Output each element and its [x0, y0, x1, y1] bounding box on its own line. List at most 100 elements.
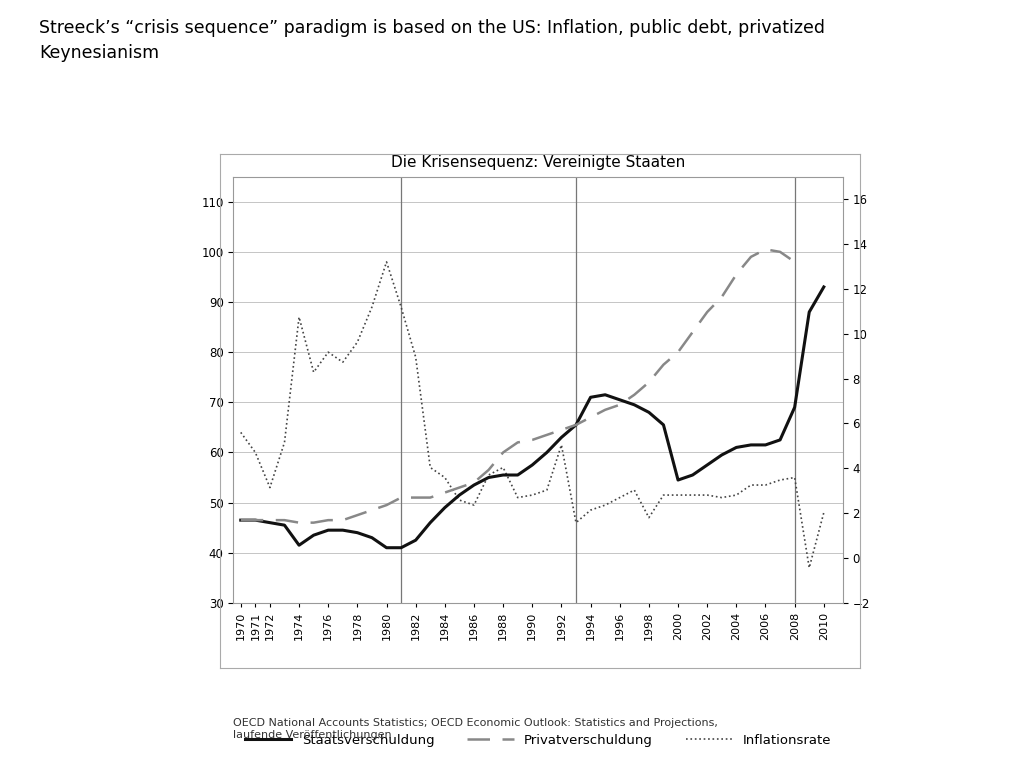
- Privatverschuldung: [307, 518, 319, 528]
- Inflationsrate: [817, 508, 829, 517]
- Privatverschuldung: [613, 400, 626, 409]
- Privatverschuldung: [526, 435, 539, 445]
- Staatsverschuldung: [351, 528, 364, 538]
- Inflationsrate: [234, 428, 247, 437]
- Inflationsrate: [293, 313, 305, 322]
- Staatsverschuldung: [628, 400, 640, 409]
- Inflationsrate: [643, 513, 655, 522]
- Inflationsrate: [613, 493, 626, 502]
- Title: Die Krisensequenz: Vereinigte Staaten: Die Krisensequenz: Vereinigte Staaten: [391, 155, 685, 170]
- Staatsverschuldung: [613, 396, 626, 405]
- Staatsverschuldung: [249, 515, 261, 525]
- Line: Inflationsrate: Inflationsrate: [241, 262, 823, 568]
- Staatsverschuldung: [643, 408, 655, 417]
- Staatsverschuldung: [585, 392, 597, 402]
- Inflationsrate: [264, 483, 276, 492]
- Inflationsrate: [323, 348, 335, 357]
- Inflationsrate: [380, 257, 392, 266]
- Privatverschuldung: [760, 245, 772, 254]
- Privatverschuldung: [541, 430, 553, 439]
- Privatverschuldung: [380, 501, 392, 510]
- Staatsverschuldung: [395, 543, 408, 552]
- Staatsverschuldung: [803, 307, 815, 316]
- Inflationsrate: [760, 481, 772, 490]
- Privatverschuldung: [264, 515, 276, 525]
- Privatverschuldung: [337, 515, 349, 525]
- Inflationsrate: [454, 495, 466, 505]
- Legend: Staatsverschuldung, Privatverschuldung, Inflationsrate: Staatsverschuldung, Privatverschuldung, …: [240, 729, 837, 753]
- Inflationsrate: [744, 481, 757, 490]
- Staatsverschuldung: [672, 475, 684, 485]
- Staatsverschuldung: [337, 525, 349, 535]
- Privatverschuldung: [716, 293, 728, 302]
- Staatsverschuldung: [497, 470, 509, 479]
- Privatverschuldung: [585, 412, 597, 422]
- Privatverschuldung: [438, 488, 451, 497]
- Inflationsrate: [482, 470, 495, 479]
- Inflationsrate: [337, 358, 349, 367]
- Privatverschuldung: [672, 348, 684, 357]
- Privatverschuldung: [686, 327, 698, 336]
- Inflationsrate: [249, 448, 261, 457]
- Inflationsrate: [774, 475, 786, 485]
- Privatverschuldung: [351, 511, 364, 520]
- Text: OECD National Accounts Statistics; OECD Economic Outlook: Statistics and Project: OECD National Accounts Statistics; OECD …: [233, 718, 719, 740]
- Inflationsrate: [555, 440, 567, 449]
- Inflationsrate: [366, 303, 378, 312]
- Staatsverschuldung: [701, 460, 714, 469]
- Privatverschuldung: [366, 505, 378, 515]
- Inflationsrate: [512, 493, 524, 502]
- Line: Staatsverschuldung: Staatsverschuldung: [241, 287, 823, 548]
- Privatverschuldung: [424, 493, 436, 502]
- Inflationsrate: [701, 491, 714, 500]
- Text: Streeck’s “crisis sequence” paradigm is based on the US: Inflation, public debt,: Streeck’s “crisis sequence” paradigm is …: [39, 19, 825, 62]
- Inflationsrate: [585, 505, 597, 515]
- Inflationsrate: [541, 485, 553, 495]
- Privatverschuldung: [628, 390, 640, 399]
- Staatsverschuldung: [716, 450, 728, 459]
- Staatsverschuldung: [279, 521, 291, 530]
- Inflationsrate: [468, 501, 480, 510]
- Staatsverschuldung: [366, 533, 378, 542]
- Privatverschuldung: [454, 483, 466, 492]
- Privatverschuldung: [512, 438, 524, 447]
- Staatsverschuldung: [541, 448, 553, 457]
- Staatsverschuldung: [234, 515, 247, 525]
- Inflationsrate: [307, 368, 319, 377]
- Inflationsrate: [716, 493, 728, 502]
- Staatsverschuldung: [380, 543, 392, 552]
- Inflationsrate: [438, 473, 451, 482]
- Line: Privatverschuldung: Privatverschuldung: [241, 250, 795, 523]
- Staatsverschuldung: [686, 470, 698, 479]
- Inflationsrate: [686, 491, 698, 500]
- Privatverschuldung: [643, 378, 655, 387]
- Inflationsrate: [730, 491, 742, 500]
- Staatsverschuldung: [438, 503, 451, 512]
- Staatsverschuldung: [512, 470, 524, 479]
- Inflationsrate: [424, 463, 436, 472]
- Privatverschuldung: [410, 493, 422, 502]
- Staatsverschuldung: [788, 402, 801, 412]
- Privatverschuldung: [774, 247, 786, 257]
- Staatsverschuldung: [526, 460, 539, 469]
- Inflationsrate: [526, 491, 539, 500]
- Privatverschuldung: [279, 515, 291, 525]
- Privatverschuldung: [657, 360, 670, 369]
- Staatsverschuldung: [657, 420, 670, 429]
- Staatsverschuldung: [323, 525, 335, 535]
- Privatverschuldung: [744, 252, 757, 261]
- Staatsverschuldung: [424, 518, 436, 528]
- Privatverschuldung: [468, 478, 480, 487]
- Inflationsrate: [351, 337, 364, 346]
- Staatsverschuldung: [410, 535, 422, 545]
- Inflationsrate: [410, 353, 422, 362]
- Staatsverschuldung: [760, 440, 772, 449]
- Privatverschuldung: [234, 515, 247, 525]
- Privatverschuldung: [497, 448, 509, 457]
- Staatsverschuldung: [293, 541, 305, 550]
- Staatsverschuldung: [730, 443, 742, 452]
- Staatsverschuldung: [307, 531, 319, 540]
- Privatverschuldung: [249, 515, 261, 525]
- Inflationsrate: [570, 518, 583, 528]
- Privatverschuldung: [323, 515, 335, 525]
